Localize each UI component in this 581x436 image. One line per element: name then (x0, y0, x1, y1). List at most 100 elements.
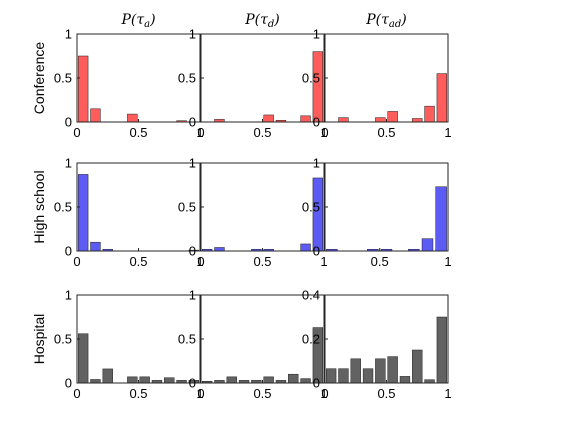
bar (77, 333, 89, 384)
x-tick-label: 0 (197, 125, 204, 140)
bar (421, 238, 434, 252)
bar (90, 108, 101, 123)
bar (139, 376, 150, 384)
y-tick-label: 0 (189, 376, 196, 391)
panel-high-school-1: 0 0.5 100.51 (54, 156, 204, 270)
x-tick-label: 1 (196, 254, 203, 269)
panel-hospital-3: 0 0.5 100.20.4 (302, 288, 452, 402)
bar (424, 105, 435, 123)
x-tick-label: 0.5 (129, 386, 147, 401)
x-tick-label: 1 (444, 125, 451, 140)
axes-box (324, 162, 449, 252)
y-tick-label: 1 (65, 156, 72, 171)
x-tick-label: 0 (73, 254, 80, 269)
y-tick-label: 0 (313, 115, 320, 130)
panel-high-school-2: 0 0.5 100.51 (178, 156, 328, 270)
bar (375, 117, 386, 123)
x-tick-label: 0.5 (129, 254, 147, 269)
bar (288, 373, 299, 384)
x-tick-label: 1 (196, 125, 203, 140)
bar (102, 368, 113, 384)
bar (412, 118, 423, 123)
bar (435, 186, 447, 252)
x-tick-label: 0 (197, 254, 204, 269)
bar (300, 378, 311, 384)
column-title-3: P(τad) (365, 12, 406, 30)
y-tick-label: 0 (65, 376, 72, 391)
x-tick-label: 0 (197, 386, 204, 401)
x-tick-label: 1 (320, 125, 327, 140)
bar (362, 368, 374, 384)
bar (325, 368, 337, 384)
x-tick-label: 0.5 (253, 125, 271, 140)
panel-hospital-1: 0 0.5 100.51 (54, 288, 204, 402)
x-tick-label: 0 (73, 386, 80, 401)
x-tick-label: 0.5 (129, 125, 147, 140)
y-tick-label: 1 (189, 156, 196, 171)
bar (375, 358, 386, 384)
bar (77, 55, 89, 123)
y-tick-label: 0 (65, 115, 72, 130)
row-label-hospital: Hospital (31, 314, 47, 365)
bar (90, 241, 101, 252)
bar (300, 115, 311, 123)
bar (387, 356, 398, 384)
y-tick-label: 1 (65, 27, 72, 42)
y-tick-label: 0.5 (302, 71, 320, 86)
x-tick-label: 1 (320, 386, 327, 401)
x-tick-label: 0 (321, 386, 328, 401)
bar (387, 111, 398, 123)
y-tick-label: 0 (189, 244, 196, 259)
y-tick-label: 0 (313, 376, 320, 391)
x-tick-label: 0.5 (371, 254, 389, 269)
x-tick-label: 1 (320, 254, 327, 269)
y-tick-label: 0.5 (54, 71, 72, 86)
bar (338, 117, 349, 123)
x-tick-label: 1 (444, 254, 451, 269)
bar (338, 368, 349, 384)
bar (226, 376, 237, 384)
y-tick-label: 0 (65, 244, 72, 259)
y-tick-label: 1 (313, 156, 320, 171)
bar (263, 376, 274, 384)
bar (436, 73, 448, 123)
x-tick-label: 1 (196, 386, 203, 401)
y-tick-label: 0.5 (302, 200, 320, 215)
bar (436, 316, 448, 384)
bar (90, 379, 101, 384)
y-tick-label: 0.4 (302, 288, 320, 303)
x-tick-label: 0.5 (377, 386, 395, 401)
y-tick-label: 0 (189, 115, 196, 130)
x-tick-label: 0 (73, 125, 80, 140)
y-tick-label: 1 (65, 288, 72, 303)
y-tick-label: 0.5 (54, 200, 72, 215)
x-tick-label: 1 (444, 386, 451, 401)
y-tick-label: 0 (313, 244, 320, 259)
row-label-high-school: High school (31, 170, 47, 243)
bar (350, 358, 361, 384)
bar (412, 349, 423, 384)
panel-hospital-2: 0 0.5 100.51 (178, 288, 328, 402)
row-label-conference: Conference (31, 42, 47, 115)
bar (300, 243, 311, 252)
bar (399, 376, 411, 384)
y-tick-label: 0.5 (54, 332, 72, 347)
y-tick-label: 1 (189, 27, 196, 42)
x-tick-label: 0 (321, 125, 328, 140)
y-tick-label: 0.5 (178, 200, 196, 215)
bar (127, 113, 138, 123)
y-tick-label: 1 (313, 27, 320, 42)
bar (312, 51, 324, 123)
y-tick-label: 0.2 (302, 332, 320, 347)
x-tick-label: 0.5 (253, 386, 271, 401)
bar (127, 376, 138, 384)
panel-conference-3: 0 0.5 100.51 (302, 27, 452, 141)
panel-conference-1: 0 0.5 100.51 (54, 27, 204, 141)
y-tick-label: 0.5 (178, 332, 196, 347)
panel-conference-2: 0 0.5 100.51 (178, 27, 328, 141)
bar (214, 247, 225, 252)
x-tick-label: 0.5 (253, 254, 271, 269)
y-tick-label: 0.5 (178, 71, 196, 86)
panel-high-school-3: 0.5 100.51 (302, 156, 452, 270)
